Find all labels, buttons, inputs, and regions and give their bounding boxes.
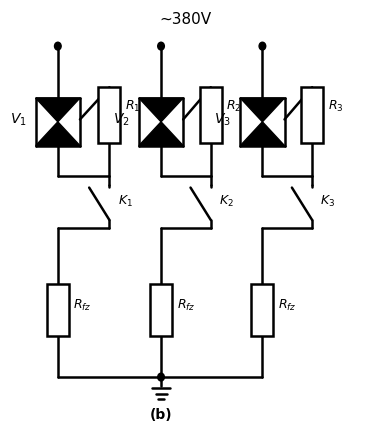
Polygon shape [36, 122, 80, 146]
Text: $R_{fz}$: $R_{fz}$ [73, 298, 92, 313]
Circle shape [158, 42, 164, 50]
Text: $R_{fz}$: $R_{fz}$ [278, 298, 296, 313]
Text: $R_{fz}$: $R_{fz}$ [176, 298, 195, 313]
Polygon shape [139, 122, 183, 146]
Text: $V_2$: $V_2$ [113, 112, 130, 128]
Bar [301, 87, 323, 144]
Text: ~380V: ~380V [159, 12, 211, 26]
Circle shape [158, 373, 164, 381]
Text: $K_1$: $K_1$ [118, 194, 132, 210]
Text: $R_3$: $R_3$ [328, 99, 343, 115]
Bar [98, 87, 121, 144]
Text: $V_3$: $V_3$ [214, 112, 231, 128]
Polygon shape [36, 98, 80, 122]
Polygon shape [240, 98, 285, 122]
Circle shape [259, 42, 266, 50]
Text: (b): (b) [150, 408, 172, 422]
Polygon shape [139, 98, 183, 122]
Bar [150, 284, 172, 336]
Text: $R_2$: $R_2$ [226, 99, 242, 115]
Bar [200, 87, 222, 144]
Text: $K_2$: $K_2$ [219, 194, 234, 210]
Bar [47, 284, 69, 336]
Polygon shape [240, 122, 285, 146]
Text: $K_3$: $K_3$ [320, 194, 335, 210]
Bar [251, 284, 273, 336]
Circle shape [54, 42, 61, 50]
Text: $R_1$: $R_1$ [125, 99, 140, 115]
Text: $V_1$: $V_1$ [10, 112, 27, 128]
